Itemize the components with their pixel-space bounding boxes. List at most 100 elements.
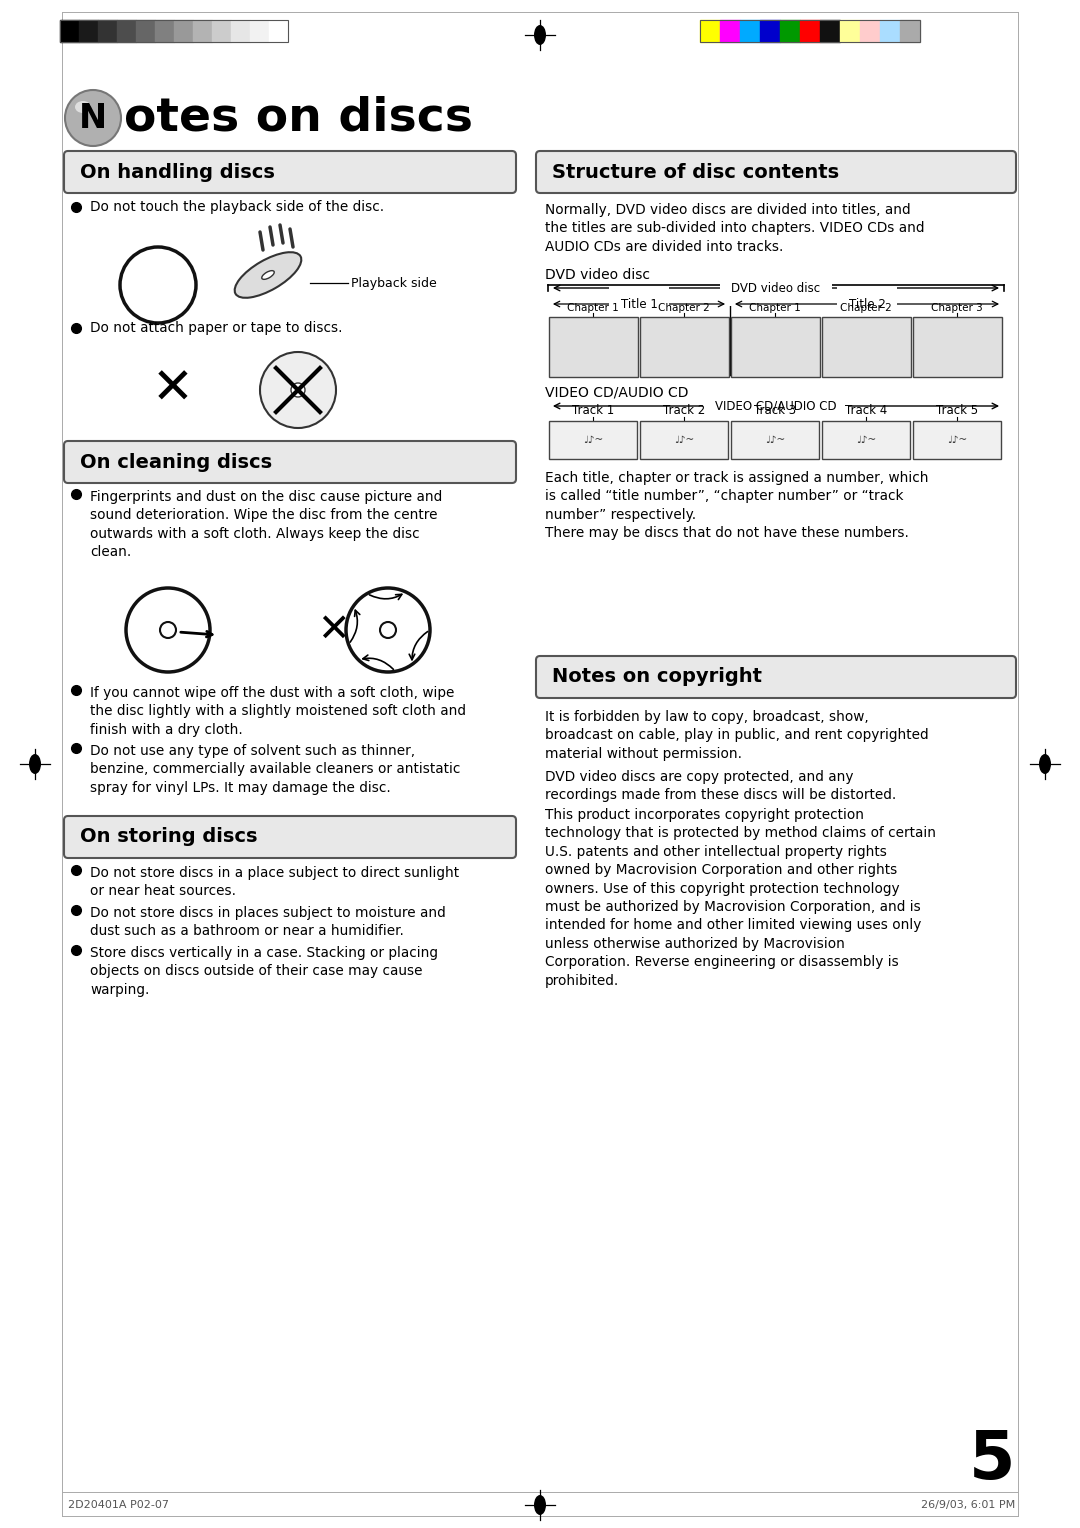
Bar <box>913 422 1001 458</box>
Bar <box>60 20 79 41</box>
Bar <box>640 422 728 458</box>
FancyBboxPatch shape <box>64 442 516 483</box>
Text: Track 1: Track 1 <box>572 403 615 417</box>
Text: On handling discs: On handling discs <box>80 162 275 182</box>
FancyBboxPatch shape <box>64 151 516 193</box>
Bar <box>549 316 638 377</box>
Text: Do not touch the playback side of the disc.: Do not touch the playback side of the di… <box>90 200 384 214</box>
Ellipse shape <box>75 101 91 113</box>
Text: Store discs vertically in a case. Stacking or placing
objects on discs outside o: Store discs vertically in a case. Stacki… <box>90 946 438 996</box>
Bar <box>249 20 269 41</box>
Circle shape <box>260 351 336 428</box>
Text: ✕: ✕ <box>316 611 349 649</box>
Bar <box>780 20 800 41</box>
Circle shape <box>291 384 305 397</box>
Bar <box>136 20 156 41</box>
Bar <box>822 316 912 377</box>
Text: Chapter 2: Chapter 2 <box>658 303 710 313</box>
Text: DVD video disc: DVD video disc <box>545 267 650 283</box>
Bar <box>700 20 920 41</box>
Text: Chapter 1: Chapter 1 <box>750 303 801 313</box>
Bar <box>731 316 820 377</box>
Text: Track 3: Track 3 <box>754 403 796 417</box>
Text: 5: 5 <box>969 1427 1015 1493</box>
Text: Normally, DVD video discs are divided into titles, and
the titles are sub-divide: Normally, DVD video discs are divided in… <box>545 203 924 254</box>
Text: Do not use any type of solvent such as thinner,
benzine, commercially available : Do not use any type of solvent such as t… <box>90 744 460 795</box>
Text: It is forbidden by law to copy, broadcast, show,
broadcast on cable, play in pub: It is forbidden by law to copy, broadcas… <box>545 711 929 761</box>
Text: otes on discs: otes on discs <box>124 95 473 141</box>
Text: 26/9/03, 6:01 PM: 26/9/03, 6:01 PM <box>921 1500 1015 1510</box>
Circle shape <box>160 622 176 639</box>
Bar <box>60 20 288 41</box>
Text: ✕: ✕ <box>152 367 194 414</box>
Text: This product incorporates copyright protection
technology that is protected by m: This product incorporates copyright prot… <box>545 808 936 987</box>
Text: Each title, chapter or track is assigned a number, which
is called “title number: Each title, chapter or track is assigned… <box>545 471 929 541</box>
Text: ♩♪~: ♩♪~ <box>674 435 694 445</box>
Text: ♩♪~: ♩♪~ <box>855 435 876 445</box>
Bar <box>800 20 820 41</box>
Text: Title 1: Title 1 <box>621 298 658 310</box>
Bar <box>822 422 910 458</box>
Bar <box>760 20 780 41</box>
FancyBboxPatch shape <box>64 816 516 859</box>
Bar <box>720 20 740 41</box>
Text: Do not attach paper or tape to discs.: Do not attach paper or tape to discs. <box>90 321 342 335</box>
Text: VIDEO CD/AUDIO CD: VIDEO CD/AUDIO CD <box>715 399 837 413</box>
Bar <box>880 20 900 41</box>
Bar <box>549 422 637 458</box>
FancyBboxPatch shape <box>536 151 1016 193</box>
Text: ♩♪~: ♩♪~ <box>583 435 603 445</box>
Text: Track 2: Track 2 <box>663 403 705 417</box>
Bar <box>700 20 720 41</box>
Text: Chapter 3: Chapter 3 <box>931 303 983 313</box>
Text: Chapter 2: Chapter 2 <box>840 303 892 313</box>
Bar <box>740 20 760 41</box>
Text: VIDEO CD/AUDIO CD: VIDEO CD/AUDIO CD <box>545 385 689 399</box>
Bar <box>269 20 288 41</box>
Bar <box>193 20 212 41</box>
Text: Track 4: Track 4 <box>845 403 887 417</box>
Text: Track 5: Track 5 <box>936 403 978 417</box>
Text: Chapter 1: Chapter 1 <box>567 303 619 313</box>
Bar <box>156 20 174 41</box>
Bar <box>117 20 136 41</box>
Text: Do not store discs in places subject to moisture and
dust such as a bathroom or : Do not store discs in places subject to … <box>90 906 446 938</box>
Ellipse shape <box>534 24 546 44</box>
Bar <box>212 20 231 41</box>
Bar <box>820 20 840 41</box>
Bar <box>860 20 880 41</box>
Circle shape <box>65 90 121 147</box>
Text: On cleaning discs: On cleaning discs <box>80 452 272 472</box>
Ellipse shape <box>1039 753 1051 775</box>
Circle shape <box>126 588 210 672</box>
Ellipse shape <box>29 753 41 775</box>
Text: N: N <box>79 101 107 134</box>
Text: On storing discs: On storing discs <box>80 828 257 847</box>
Text: Title 2: Title 2 <box>849 298 886 310</box>
Bar <box>640 316 729 377</box>
Circle shape <box>380 622 396 639</box>
Circle shape <box>346 588 430 672</box>
Ellipse shape <box>534 1494 546 1514</box>
FancyBboxPatch shape <box>536 656 1016 698</box>
Bar <box>840 20 860 41</box>
Circle shape <box>120 248 195 322</box>
Text: Structure of disc contents: Structure of disc contents <box>552 162 839 182</box>
Bar <box>231 20 249 41</box>
Bar <box>900 20 920 41</box>
Bar <box>913 316 1002 377</box>
Text: Do not store discs in a place subject to direct sunlight
or near heat sources.: Do not store discs in a place subject to… <box>90 866 459 898</box>
Text: If you cannot wipe off the dust with a soft cloth, wipe
the disc lightly with a : If you cannot wipe off the dust with a s… <box>90 686 465 736</box>
Text: Playback side: Playback side <box>351 277 436 289</box>
Text: 2D20401A P02-07: 2D20401A P02-07 <box>68 1500 168 1510</box>
Text: Notes on copyright: Notes on copyright <box>552 668 762 686</box>
Text: DVD video discs are copy protected, and any
recordings made from these discs wil: DVD video discs are copy protected, and … <box>545 770 896 802</box>
Text: 5: 5 <box>537 1500 543 1510</box>
Text: ♩♪~: ♩♪~ <box>947 435 967 445</box>
Ellipse shape <box>261 270 274 280</box>
Bar <box>79 20 98 41</box>
Text: ♩♪~: ♩♪~ <box>765 435 785 445</box>
Text: Fingerprints and dust on the disc cause picture and
sound deterioration. Wipe th: Fingerprints and dust on the disc cause … <box>90 490 442 559</box>
Bar <box>731 422 819 458</box>
Ellipse shape <box>234 252 301 298</box>
